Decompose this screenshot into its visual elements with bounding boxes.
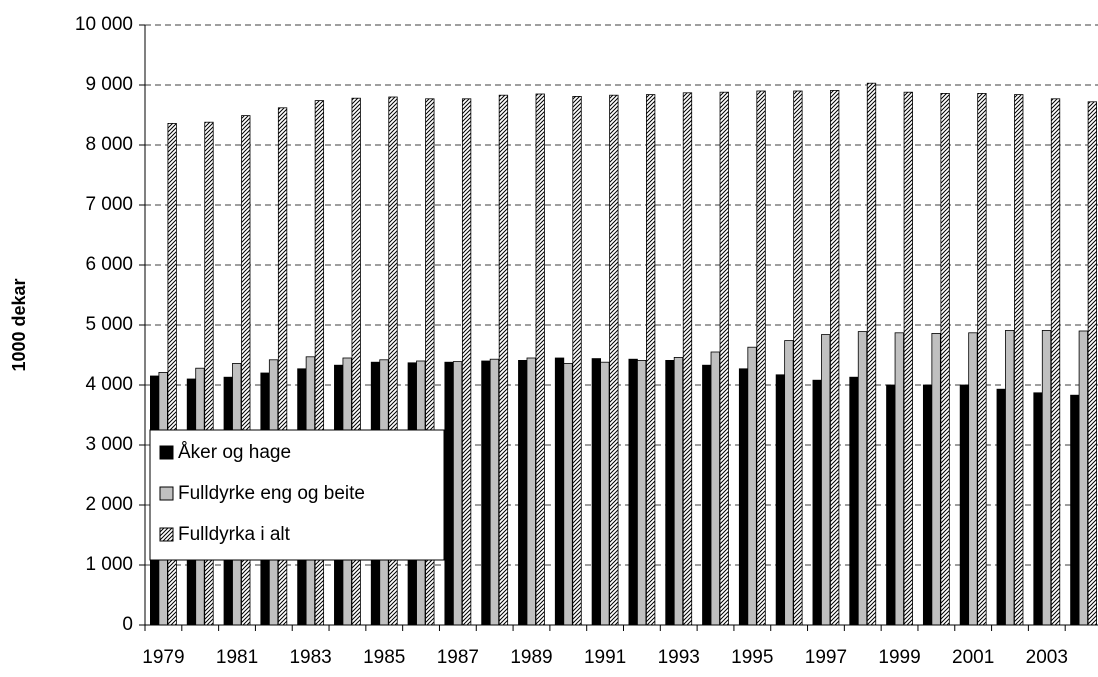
x-tick-label: 1979 bbox=[142, 647, 184, 668]
bar bbox=[756, 90, 766, 626]
bar bbox=[968, 332, 978, 626]
bar bbox=[554, 357, 565, 626]
bar bbox=[793, 90, 803, 626]
bar bbox=[996, 388, 1006, 626]
bar bbox=[637, 359, 647, 626]
bar bbox=[738, 368, 749, 626]
bar bbox=[1070, 394, 1080, 626]
bar bbox=[849, 376, 859, 626]
bar bbox=[535, 93, 545, 626]
legend-label: Fulldyrke eng og beite bbox=[178, 483, 365, 504]
y-tick-label: 6 000 bbox=[85, 254, 133, 275]
bar bbox=[866, 82, 877, 626]
y-tick-label: 4 000 bbox=[85, 374, 133, 395]
bar bbox=[784, 340, 794, 626]
y-tick-label: 8 000 bbox=[85, 134, 133, 155]
bar bbox=[830, 90, 840, 626]
bar bbox=[1033, 392, 1043, 626]
bar bbox=[775, 374, 786, 626]
bar bbox=[489, 358, 500, 626]
x-tick-label: 1987 bbox=[437, 647, 479, 668]
x-tick-label: 1991 bbox=[584, 647, 626, 668]
bar bbox=[1014, 94, 1024, 626]
legend-swatch bbox=[159, 527, 174, 542]
bar bbox=[600, 361, 610, 626]
x-tick-label: 1999 bbox=[878, 647, 920, 668]
x-tick-label: 1983 bbox=[289, 647, 331, 668]
bar bbox=[886, 384, 896, 626]
bar bbox=[710, 351, 720, 626]
bar bbox=[518, 359, 528, 626]
bar bbox=[1005, 329, 1015, 626]
bar bbox=[682, 92, 693, 626]
legend-label: Fulldyrka i alt bbox=[178, 524, 291, 545]
bar bbox=[1078, 330, 1088, 626]
bar bbox=[959, 384, 970, 626]
bar bbox=[665, 359, 675, 626]
y-tick-label: 0 bbox=[122, 614, 133, 635]
bar bbox=[591, 358, 601, 626]
bar bbox=[977, 93, 987, 626]
bar bbox=[922, 384, 933, 626]
x-tick-label: 1985 bbox=[363, 647, 405, 668]
bar bbox=[628, 358, 638, 626]
x-tick-label: 1993 bbox=[658, 647, 700, 668]
x-tick-label: 1997 bbox=[805, 647, 847, 668]
bar bbox=[894, 332, 904, 626]
y-tick-label: 1 000 bbox=[85, 554, 133, 575]
bar bbox=[940, 93, 950, 626]
bar bbox=[903, 91, 913, 626]
bar bbox=[821, 334, 831, 626]
bar bbox=[702, 364, 712, 626]
bar bbox=[931, 332, 941, 626]
bar bbox=[747, 346, 757, 626]
bar bbox=[1087, 101, 1097, 626]
y-tick-label: 7 000 bbox=[85, 194, 133, 215]
x-tick-label: 2001 bbox=[952, 647, 994, 668]
bar bbox=[857, 331, 868, 626]
bar bbox=[572, 96, 582, 626]
legend-box bbox=[149, 429, 445, 561]
bar bbox=[1041, 329, 1052, 626]
bar bbox=[609, 94, 619, 626]
bar bbox=[646, 94, 656, 626]
legend: Åker og hage Fulldyrke eng og beite Fulldy… bbox=[149, 429, 445, 561]
bar bbox=[812, 379, 822, 626]
y-axis-label: 1000 dekar bbox=[9, 278, 29, 371]
bar bbox=[444, 361, 454, 626]
bar bbox=[498, 94, 509, 626]
x-tick-label: 1995 bbox=[731, 647, 773, 668]
x-tick-label: 1989 bbox=[510, 647, 552, 668]
bar bbox=[673, 356, 684, 626]
legend-swatch bbox=[159, 486, 174, 501]
y-tick-label: 3 000 bbox=[85, 434, 133, 455]
bar bbox=[526, 357, 536, 626]
y-tick-label: 2 000 bbox=[85, 494, 133, 515]
bar bbox=[563, 362, 573, 626]
bar bbox=[461, 98, 472, 626]
bar bbox=[719, 91, 729, 626]
legend-label: Åker og hage bbox=[178, 442, 291, 463]
x-tick-label: 1981 bbox=[216, 647, 258, 668]
bar bbox=[1050, 98, 1061, 626]
bar bbox=[452, 361, 463, 626]
legend-swatch bbox=[159, 445, 174, 460]
x-tick-label: 2003 bbox=[1026, 647, 1068, 668]
bar bbox=[481, 360, 491, 626]
y-tick-label: 10 000 bbox=[75, 14, 133, 35]
y-tick-label: 5 000 bbox=[85, 314, 133, 335]
y-tick-label: 9 000 bbox=[85, 74, 133, 95]
